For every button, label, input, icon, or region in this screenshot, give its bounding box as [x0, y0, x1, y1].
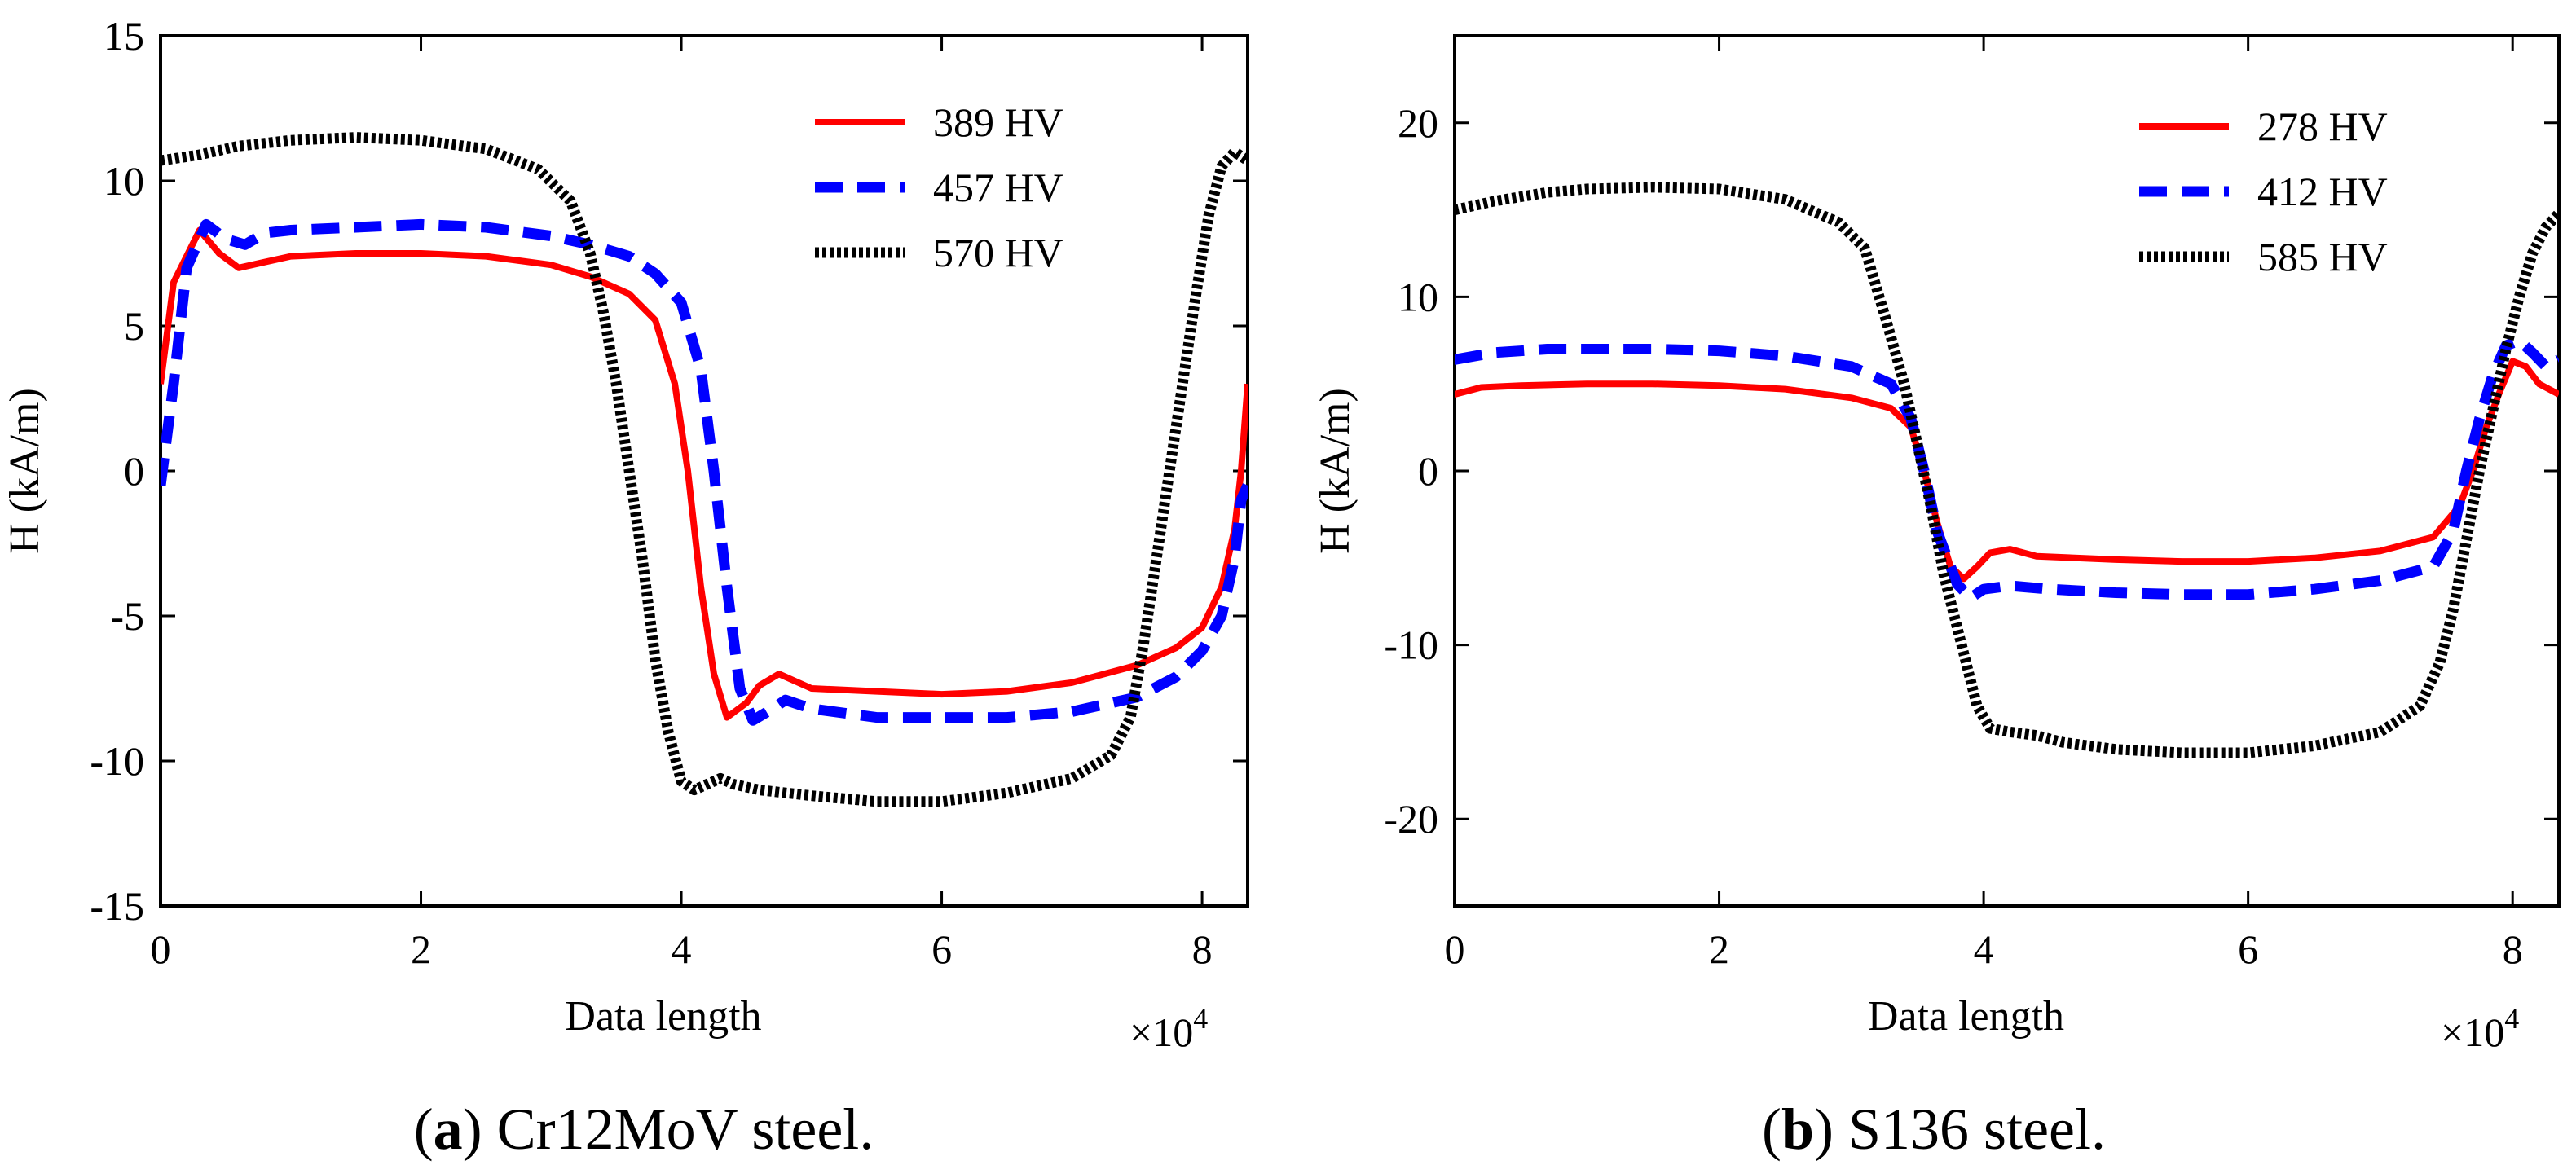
x-tick-label: 2: [1709, 926, 1729, 972]
y-tick-label: -10: [1384, 622, 1438, 668]
y-tick-label: 5: [124, 303, 144, 349]
y-axis-label: H (kA/m): [1312, 388, 1358, 554]
caption-a: (a) Cr12MoV steel.: [414, 1097, 874, 1162]
legend-label: 457 HV: [933, 165, 1063, 210]
y-axis-label: H (kA/m): [2, 388, 48, 554]
caption-label: b: [1781, 1097, 1814, 1162]
legend-label: 570 HV: [933, 230, 1063, 275]
x-multiplier-base: ×10: [2441, 1009, 2504, 1055]
caption-text: Cr12MoV steel.: [497, 1097, 874, 1162]
series-line-278-hv: [1455, 358, 2559, 583]
y-tick-label: 10: [1398, 274, 1438, 319]
series-line-585-hv: [1455, 182, 2559, 758]
y-tick-label: 0: [1418, 448, 1438, 494]
y-tick-label: -10: [90, 738, 144, 784]
plot-frame: [1453, 34, 2561, 908]
caption-close-paren: ): [1814, 1097, 1848, 1162]
chart-panel-a: 0 2 4 6 8 -15 -10 -5 0 5 10 15 Data length H (kA/m)…: [2, 13, 1249, 1162]
caption-open-paren: (: [1762, 1097, 1781, 1162]
legend: 389 HV 457 HV 570 HV: [815, 99, 1063, 275]
x-tick-label: 2: [411, 926, 431, 972]
x-tick-label: 6: [931, 926, 952, 972]
axis-ticks: 0 2 4 6 8 -20 -10 0 10 20: [1384, 36, 2559, 972]
x-axis-label: Data length: [565, 993, 761, 1040]
caption-label: a: [434, 1097, 463, 1162]
legend: 278 HV 412 HV 585 HV: [2139, 103, 2388, 279]
y-tick-label: 15: [103, 13, 144, 59]
x-multiplier-exponent: 4: [2504, 1002, 2519, 1035]
series-lines: [1455, 182, 2559, 758]
caption-b: (b) S136 steel.: [1762, 1097, 2106, 1162]
y-tick-label: 20: [1398, 100, 1438, 146]
x-tick-label: 0: [151, 926, 171, 972]
y-tick-label: 0: [124, 448, 144, 494]
chart-panel-b: 0 2 4 6 8 -20 -10 0 10 20 Data length H (kA/m) ×1…: [1312, 34, 2561, 1162]
caption-open-paren: (: [414, 1097, 434, 1162]
caption-text: S136 steel.: [1848, 1097, 2106, 1162]
series-line-389-hv: [161, 226, 1248, 721]
legend-label: 412 HV: [2257, 169, 2388, 214]
x-multiplier: ×104: [1129, 1002, 1208, 1055]
x-tick-label: 8: [2503, 926, 2523, 972]
y-tick-label: -15: [90, 883, 144, 929]
y-tick-label: 10: [103, 158, 144, 204]
legend-label: 278 HV: [2257, 103, 2388, 149]
x-tick-label: 6: [2238, 926, 2258, 972]
x-multiplier-exponent: 4: [1193, 1002, 1208, 1035]
x-tick-label: 4: [1974, 926, 1994, 972]
x-multiplier-base: ×10: [1129, 1009, 1193, 1055]
x-tick-label: 8: [1192, 926, 1213, 972]
x-axis-label: Data length: [1868, 993, 2064, 1040]
series-line-412-hv: [1455, 335, 2559, 604]
legend-label: 585 HV: [2257, 234, 2388, 279]
axis-ticks: 0 2 4 6 8 -15 -10 -5 0 5 10 15: [90, 13, 1248, 972]
legend-label: 389 HV: [933, 99, 1063, 145]
caption-close-paren: ): [463, 1097, 497, 1162]
y-tick-label: -20: [1384, 796, 1438, 842]
x-tick-label: 4: [672, 926, 692, 972]
series-line-457-hv: [161, 218, 1248, 726]
series-lines: [161, 132, 1248, 807]
y-tick-label: -5: [110, 593, 144, 639]
series-line-570-hv: [161, 132, 1248, 807]
x-tick-label: 0: [1445, 926, 1465, 972]
x-multiplier: ×104: [2441, 1002, 2519, 1055]
